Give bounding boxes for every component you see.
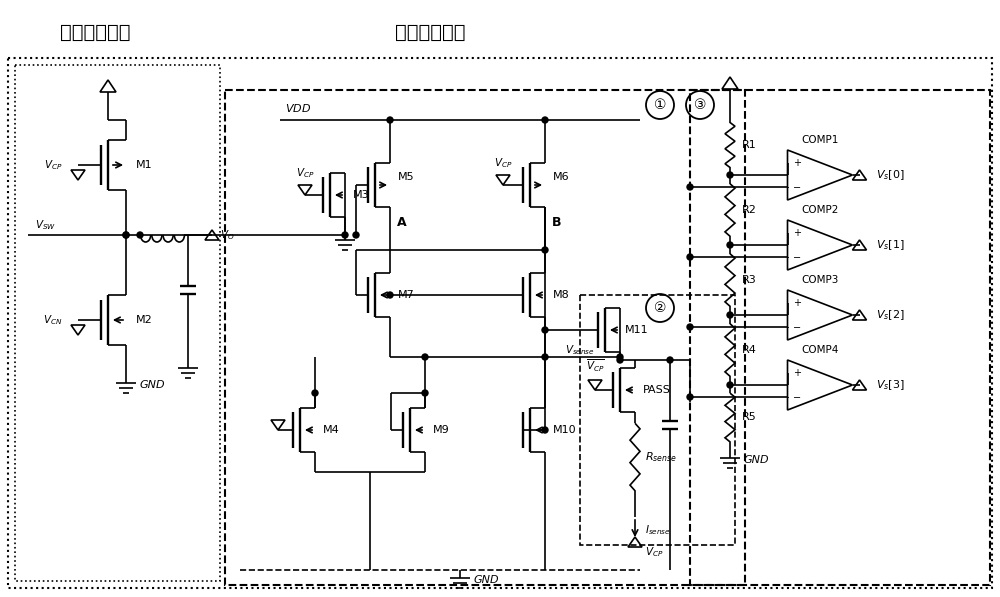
Text: $V_O$: $V_O$ [220, 228, 235, 242]
Bar [15, 65, 220, 581]
Text: M1: M1 [136, 160, 153, 170]
Text: +: + [794, 227, 802, 238]
Text: M3: M3 [353, 190, 370, 200]
Circle shape [617, 354, 623, 360]
Circle shape [542, 247, 548, 253]
Text: $V_{CP}$: $V_{CP}$ [44, 158, 62, 172]
Text: 电压转换核心: 电压转换核心 [60, 23, 130, 42]
Circle shape [727, 382, 733, 388]
Text: $VDD$: $VDD$ [285, 102, 311, 114]
Text: $R_{sense}$: $R_{sense}$ [645, 450, 677, 464]
Text: R1: R1 [742, 140, 757, 150]
Text: $V_{SW}$: $V_{SW}$ [35, 218, 56, 232]
Circle shape [387, 292, 393, 298]
Text: M4: M4 [323, 425, 340, 435]
Circle shape [727, 312, 733, 318]
Circle shape [687, 184, 693, 190]
Text: $V_{sense}$: $V_{sense}$ [565, 343, 595, 357]
Text: GND: GND [140, 380, 166, 390]
Text: B: B [552, 216, 562, 229]
Text: R3: R3 [742, 275, 757, 285]
Circle shape [542, 354, 548, 360]
Text: $V_s[1]$: $V_s[1]$ [876, 238, 905, 252]
Text: $V_{CP}$: $V_{CP}$ [296, 166, 314, 180]
Text: $I_{sense}$: $I_{sense}$ [645, 523, 671, 537]
Text: M7: M7 [398, 290, 415, 300]
Text: +: + [794, 368, 802, 377]
Text: $V_{CN}$: $V_{CN}$ [43, 313, 63, 327]
Text: −: − [793, 253, 802, 263]
Text: ①: ① [654, 98, 666, 112]
Text: COMP3: COMP3 [801, 275, 839, 285]
Circle shape [123, 232, 129, 238]
Bar [8, 58, 992, 588]
Text: R4: R4 [742, 345, 757, 355]
Circle shape [687, 254, 693, 260]
Text: M10: M10 [553, 425, 577, 435]
Circle shape [422, 354, 428, 360]
Circle shape [617, 357, 623, 363]
Text: M8: M8 [553, 290, 570, 300]
Circle shape [353, 232, 359, 238]
Text: COMP4: COMP4 [801, 345, 839, 355]
Circle shape [667, 357, 673, 363]
Text: $\overline{V_{CP}}$: $\overline{V_{CP}}$ [586, 358, 604, 374]
Text: A: A [397, 216, 407, 229]
Text: +: + [794, 297, 802, 307]
Circle shape [422, 390, 428, 396]
Circle shape [687, 394, 693, 400]
Text: $V_s[2]$: $V_s[2]$ [876, 308, 905, 322]
Text: ③: ③ [694, 98, 706, 112]
Circle shape [342, 232, 348, 238]
Circle shape [312, 390, 318, 396]
Text: PASS: PASS [643, 385, 671, 395]
Circle shape [727, 242, 733, 248]
Circle shape [727, 172, 733, 178]
Bar [580, 295, 735, 545]
Circle shape [542, 427, 548, 433]
Circle shape [542, 117, 548, 123]
Text: M9: M9 [433, 425, 450, 435]
Text: M2: M2 [136, 315, 153, 325]
Bar [690, 90, 990, 585]
Text: R2: R2 [742, 205, 757, 215]
Text: $V_{CP}$: $V_{CP}$ [494, 156, 512, 170]
Text: COMP1: COMP1 [801, 135, 839, 145]
Text: $V_s[0]$: $V_s[0]$ [876, 168, 905, 182]
Text: $V_s[3]$: $V_s[3]$ [876, 378, 905, 392]
Circle shape [123, 232, 129, 238]
Text: M6: M6 [553, 172, 570, 182]
Circle shape [542, 327, 548, 333]
Text: GND: GND [474, 575, 500, 585]
Text: 电流检测电路: 电流检测电路 [395, 23, 465, 42]
Circle shape [387, 117, 393, 123]
Text: COMP2: COMP2 [801, 205, 839, 215]
Text: $V_{CP}$: $V_{CP}$ [645, 545, 664, 559]
Text: ②: ② [654, 301, 666, 315]
Text: +: + [794, 158, 802, 168]
Circle shape [137, 232, 143, 238]
Bar [225, 90, 745, 585]
Circle shape [687, 324, 693, 330]
Text: GND: GND [744, 455, 770, 465]
Text: M5: M5 [398, 172, 415, 182]
Text: R5: R5 [742, 413, 757, 423]
Text: −: − [793, 322, 802, 333]
Text: −: − [793, 392, 802, 402]
Text: −: − [793, 183, 802, 192]
Text: M11: M11 [625, 325, 649, 335]
